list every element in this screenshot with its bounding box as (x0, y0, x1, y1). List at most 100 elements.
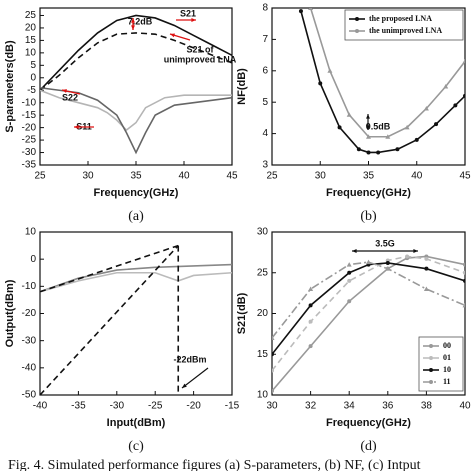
series-line (40, 86, 232, 155)
panel-label: (a) (128, 209, 144, 224)
x-tick-label: 30 (82, 171, 94, 182)
y-tick-label: -20 (22, 308, 37, 319)
marker (347, 278, 352, 283)
y-tick-label: 10 (257, 390, 269, 401)
legend-label: 01 (443, 353, 451, 362)
figure-caption: Fig. 4. Simulated performance figures (a… (8, 458, 421, 471)
plot-frame (39, 231, 233, 396)
y-tick-label: 6 (262, 65, 268, 76)
marker (462, 58, 465, 64)
marker (272, 388, 274, 393)
marker (385, 266, 391, 271)
marker (463, 262, 465, 267)
x-tick-label: 38 (421, 401, 433, 412)
marker (404, 124, 410, 130)
arrow (181, 367, 209, 389)
legend-box (344, 9, 464, 41)
x-tick-label: 45 (459, 171, 471, 182)
y-tick-label: 4 (262, 128, 268, 139)
legend-marker (355, 17, 359, 21)
x-tick-label: 35 (130, 171, 142, 182)
x-axis-title: Frequency(GHz) (94, 187, 179, 199)
legend-label: the unimproved LNA (369, 26, 442, 35)
marker (376, 150, 381, 155)
x-tick-label: 36 (382, 401, 394, 412)
y-tick-label: -5 (27, 85, 36, 96)
series-line (272, 261, 465, 339)
y-tick-label: 15 (257, 349, 269, 360)
marker (414, 137, 419, 142)
x-tick-label: 25 (34, 171, 46, 182)
marker (366, 259, 371, 265)
y-axis-title: NF(dB) (236, 68, 248, 105)
annotation: 0.5dB (366, 121, 391, 131)
marker (434, 122, 439, 127)
y-tick-label: 10 (25, 227, 37, 238)
x-tick-label: 30 (266, 401, 278, 412)
marker (453, 103, 458, 108)
marker (424, 266, 429, 271)
x-tick-label: 40 (411, 171, 423, 182)
y-tick-label: 0 (30, 72, 36, 83)
series-line (40, 244, 179, 293)
panel-label: (b) (360, 209, 377, 224)
y-tick-label: 25 (25, 10, 37, 21)
arrow-head (366, 125, 370, 130)
y-axis-title: S21(dB) (236, 292, 248, 334)
arrow-head (170, 33, 175, 38)
marker (346, 262, 352, 267)
arrow-head (182, 383, 187, 388)
plot-area (40, 14, 232, 155)
legend-box (418, 336, 464, 392)
legend-label: 10 (443, 365, 451, 374)
marker (443, 84, 449, 89)
x-axis-title: Frequency(GHz) (326, 417, 411, 429)
legend-marker (429, 368, 433, 372)
marker (385, 260, 390, 265)
arrow-head (191, 18, 196, 22)
y-tick-label: -30 (22, 335, 37, 346)
x-tick-label: 32 (305, 401, 317, 412)
y-tick-label: -10 (22, 97, 37, 108)
marker (308, 344, 313, 349)
annotation: S22 (62, 92, 78, 102)
legend-marker (429, 344, 433, 348)
y-tick-label: 20 (257, 308, 269, 319)
marker (308, 319, 313, 324)
marker (366, 150, 371, 155)
y-tick-label: 5 (30, 60, 36, 71)
y-tick-label: -25 (22, 135, 37, 146)
plot-frame (39, 7, 233, 166)
legend-label: the proposed LNA (369, 14, 432, 23)
arrow-head (413, 249, 418, 253)
x-tick-label: -30 (110, 401, 125, 412)
annotation: S11 (76, 121, 92, 131)
marker (356, 147, 361, 152)
marker (337, 125, 342, 130)
y-axis-title: Output(dBm) (4, 279, 16, 347)
marker (463, 270, 465, 275)
y-tick-label: -10 (22, 281, 37, 292)
marker (346, 112, 352, 117)
y-tick-label: -15 (22, 110, 37, 121)
x-tick-label: 35 (363, 171, 375, 182)
x-axis-title: Frequency(GHz) (326, 187, 411, 199)
marker (385, 134, 391, 139)
x-tick-label: 30 (315, 171, 327, 182)
marker (308, 8, 314, 10)
marker (318, 81, 323, 86)
marker (423, 286, 429, 292)
plot-area (40, 244, 232, 395)
y-tick-label: 25 (257, 267, 269, 278)
marker (366, 134, 371, 139)
arrow-head (366, 114, 370, 119)
series-line (40, 263, 232, 293)
x-tick-label: -35 (71, 401, 86, 412)
panel-label: (c) (128, 439, 144, 454)
marker (405, 254, 410, 259)
marker (423, 105, 429, 111)
arrow-head (131, 25, 135, 30)
panel-label: (d) (360, 439, 377, 454)
marker (272, 352, 274, 357)
